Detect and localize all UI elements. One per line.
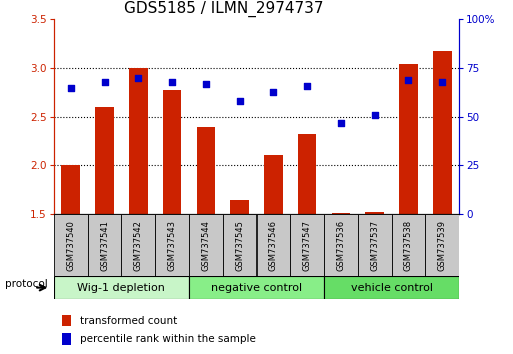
Bar xyxy=(189,214,223,276)
Point xyxy=(438,79,446,85)
Text: GSM737539: GSM737539 xyxy=(438,219,447,271)
Bar xyxy=(331,213,350,214)
Text: percentile rank within the sample: percentile rank within the sample xyxy=(80,334,256,344)
Point xyxy=(67,85,75,91)
Bar xyxy=(298,135,317,214)
Text: GSM737543: GSM737543 xyxy=(168,219,176,271)
Title: GDS5185 / ILMN_2974737: GDS5185 / ILMN_2974737 xyxy=(124,0,324,17)
Point xyxy=(168,79,176,85)
Point xyxy=(269,89,278,95)
Point xyxy=(235,98,244,104)
Point xyxy=(404,77,412,83)
Point xyxy=(370,112,379,118)
Point xyxy=(337,120,345,126)
Text: vehicle control: vehicle control xyxy=(350,282,432,293)
Bar xyxy=(163,90,182,214)
Point xyxy=(202,81,210,87)
Text: GSM737544: GSM737544 xyxy=(201,220,210,270)
Bar xyxy=(122,214,155,276)
Bar xyxy=(129,68,148,214)
Bar xyxy=(62,315,70,326)
Text: GSM737536: GSM737536 xyxy=(337,219,345,271)
Point xyxy=(303,83,311,88)
Bar xyxy=(155,214,189,276)
Bar xyxy=(324,276,459,299)
Bar xyxy=(189,276,324,299)
Bar xyxy=(62,165,80,214)
Bar xyxy=(358,214,391,276)
Text: GSM737537: GSM737537 xyxy=(370,219,379,271)
Text: GSM737541: GSM737541 xyxy=(100,220,109,270)
Bar xyxy=(391,214,425,276)
Bar xyxy=(54,276,189,299)
Text: GSM737545: GSM737545 xyxy=(235,220,244,270)
Text: GSM737546: GSM737546 xyxy=(269,219,278,271)
Bar xyxy=(290,214,324,276)
Bar xyxy=(425,214,459,276)
Point xyxy=(134,75,143,81)
Bar xyxy=(365,212,384,214)
Bar xyxy=(324,214,358,276)
Text: GSM737542: GSM737542 xyxy=(134,220,143,270)
Bar xyxy=(264,155,283,214)
Text: negative control: negative control xyxy=(211,282,302,293)
Bar xyxy=(399,64,418,214)
Text: transformed count: transformed count xyxy=(80,316,177,326)
Text: GSM737540: GSM737540 xyxy=(66,220,75,270)
Bar xyxy=(88,214,122,276)
Bar xyxy=(223,214,256,276)
Bar xyxy=(433,51,451,214)
Text: GSM737547: GSM737547 xyxy=(303,219,312,271)
Bar xyxy=(256,214,290,276)
Text: GSM737538: GSM737538 xyxy=(404,219,413,271)
Bar xyxy=(230,200,249,214)
Bar xyxy=(62,333,70,345)
Text: Wig-1 depletion: Wig-1 depletion xyxy=(77,282,165,293)
Text: protocol: protocol xyxy=(5,279,48,289)
Point xyxy=(101,79,109,85)
Bar xyxy=(196,127,215,214)
Bar xyxy=(54,214,88,276)
Bar xyxy=(95,107,114,214)
